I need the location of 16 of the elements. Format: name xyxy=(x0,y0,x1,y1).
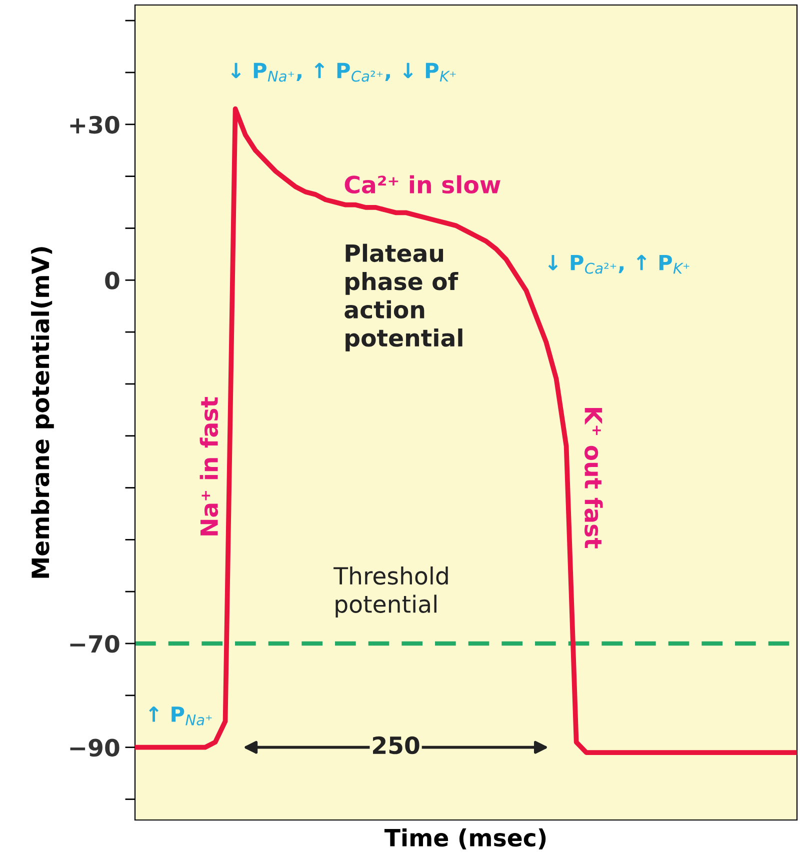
ref-line-label: Threshold potential xyxy=(334,566,448,618)
annotation: K⁺ out fast xyxy=(584,408,603,548)
annotation: Ca²⁺ in slow xyxy=(344,175,500,194)
annotation: ↓ P$_{Na⁺}$, ↑ P$_{Ca²⁺}$, ↓ P$_{K⁺}$ xyxy=(231,62,456,82)
y-axis-title: Membrane potential(mV) xyxy=(31,247,54,578)
annotation: Na⁺ in fast xyxy=(200,397,218,536)
annotation: Plateau phase of action potential xyxy=(344,244,462,352)
y-tick-label: +30 xyxy=(70,116,120,134)
line-series xyxy=(135,106,797,755)
y-tick-label: 0 xyxy=(105,272,120,290)
y-tick-label: −90 xyxy=(70,738,120,757)
annotation: ↑ P$_{Na⁺}$ xyxy=(149,706,212,726)
x-axis-title: Time (msec) xyxy=(384,828,546,850)
annotation: ↓ P$_{Ca²⁺}$, ↑ P$_{K⁺}$ xyxy=(548,254,690,274)
annotation: 250 xyxy=(373,736,420,754)
y-tick-label: −70 xyxy=(70,634,120,653)
